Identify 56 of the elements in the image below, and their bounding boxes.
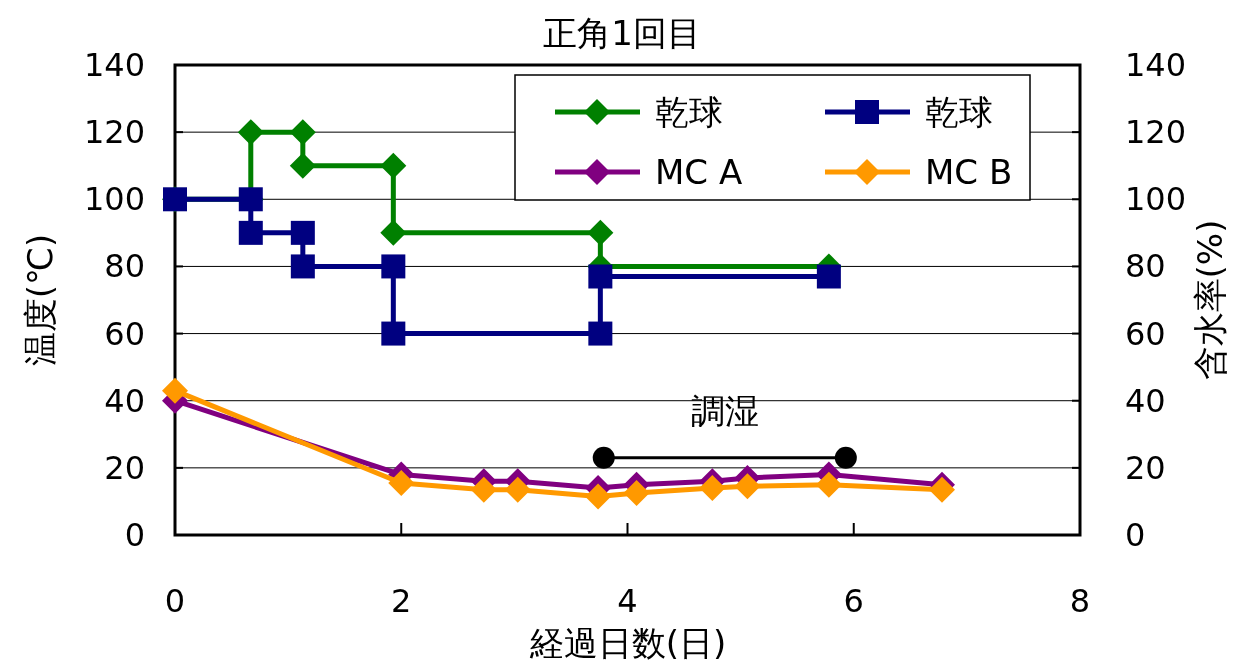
point bbox=[504, 476, 531, 503]
y2-tick-label: 80 bbox=[1125, 247, 1166, 286]
y2-tick-label: 0 bbox=[1125, 516, 1146, 554]
point bbox=[162, 377, 188, 404]
x-tick-label: 4 bbox=[617, 582, 638, 620]
y-tick-label: 40 bbox=[104, 381, 145, 420]
x-tick-label: 8 bbox=[1069, 582, 1091, 620]
chart-title: 正角1回目 bbox=[543, 13, 701, 53]
point bbox=[623, 480, 650, 507]
point bbox=[290, 254, 315, 279]
y-tick-label: 60 bbox=[104, 314, 145, 353]
point bbox=[734, 473, 761, 500]
point bbox=[815, 471, 842, 498]
y2-tick-label: 120 bbox=[1125, 113, 1187, 152]
point bbox=[289, 119, 316, 146]
legend-label: MC B bbox=[925, 152, 1013, 192]
point bbox=[592, 446, 615, 469]
point bbox=[380, 152, 407, 179]
x-tick-label: 6 bbox=[843, 582, 864, 620]
y-tick-label: 120 bbox=[83, 113, 145, 152]
y-tick-label: 0 bbox=[124, 516, 145, 554]
point bbox=[587, 219, 614, 246]
point bbox=[588, 321, 613, 346]
y2-axis-title: 含水率(%) bbox=[1190, 219, 1230, 381]
point bbox=[290, 220, 315, 245]
y2-tick-label: 140 bbox=[1125, 46, 1187, 84]
y-axis-title: 温度(℃) bbox=[20, 233, 60, 367]
point bbox=[380, 219, 407, 246]
point bbox=[470, 476, 497, 503]
point bbox=[381, 254, 406, 279]
point bbox=[238, 220, 263, 245]
y2-tick-label: 40 bbox=[1125, 381, 1166, 420]
x-tick-label: 0 bbox=[164, 582, 186, 620]
x-tick-label: 2 bbox=[391, 582, 412, 620]
y-tick-label: 80 bbox=[104, 247, 145, 286]
point bbox=[834, 446, 857, 469]
y-tick-label: 100 bbox=[83, 180, 145, 219]
point bbox=[588, 264, 613, 289]
y2-tick-label: 60 bbox=[1125, 314, 1166, 353]
point bbox=[585, 483, 612, 510]
x-axis-title: 経過日数(日) bbox=[528, 623, 727, 663]
point bbox=[237, 119, 264, 146]
point bbox=[388, 469, 415, 496]
annotation: 調湿 bbox=[690, 390, 759, 431]
y2-tick-label: 100 bbox=[1125, 180, 1187, 219]
point bbox=[928, 476, 955, 503]
point bbox=[699, 475, 726, 501]
legend-label: 乾球 bbox=[655, 92, 723, 132]
y2-tick-label: 20 bbox=[1125, 448, 1166, 487]
point bbox=[816, 264, 841, 289]
y-tick-label: 20 bbox=[104, 448, 145, 487]
point bbox=[381, 321, 406, 346]
legend-label: MC A bbox=[655, 152, 743, 192]
legend-label: 乾球 bbox=[925, 92, 993, 132]
y-tick-label: 140 bbox=[83, 46, 145, 84]
point bbox=[289, 152, 316, 179]
